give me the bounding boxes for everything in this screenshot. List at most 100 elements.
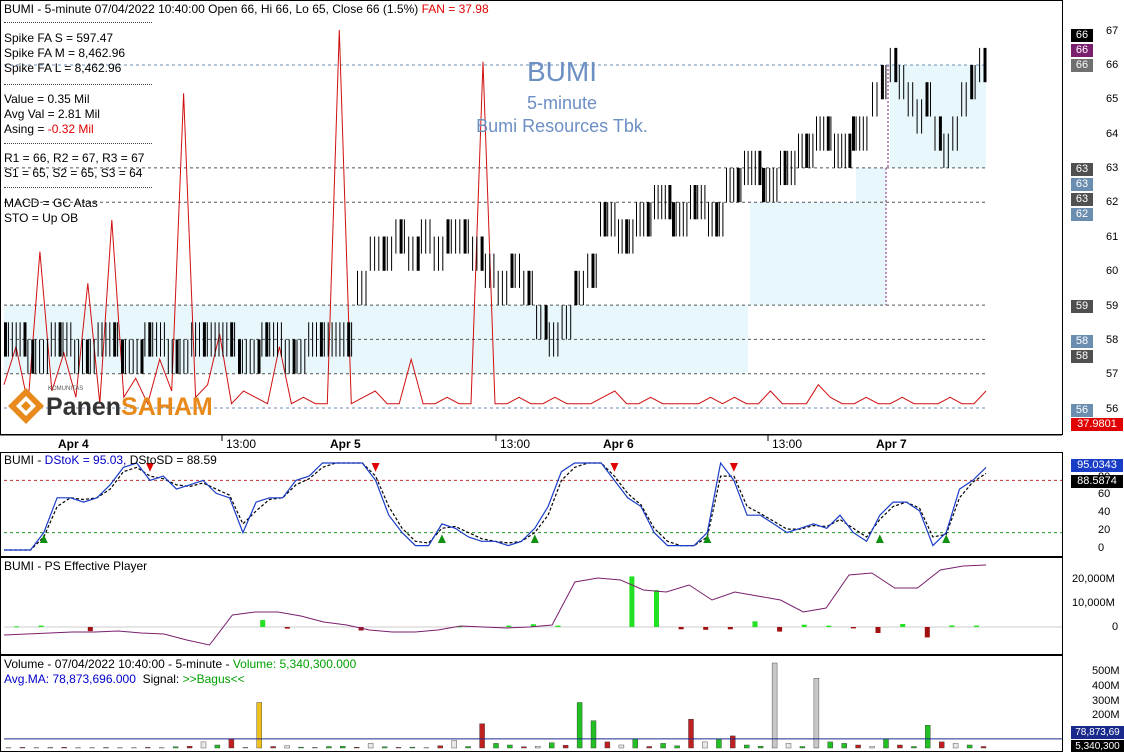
price-bar <box>202 322 206 357</box>
ps-bar <box>87 627 93 632</box>
logo-small-text: KOMUNITAS <box>48 386 84 392</box>
ps-bar <box>530 624 536 627</box>
price-bar <box>284 339 286 374</box>
price-bar <box>790 150 792 186</box>
ps-tick: 0 <box>1112 621 1119 633</box>
price-bar <box>43 339 44 374</box>
price-badge: 63 <box>1071 178 1093 191</box>
price-bar <box>234 322 236 357</box>
price-bar <box>463 219 467 254</box>
price-bar <box>46 339 48 374</box>
panensaham-logo: KOMUNITAS PanenSAHAM <box>6 386 218 426</box>
stoch-tick: 60 <box>1098 488 1111 500</box>
price-bar <box>889 47 891 83</box>
sell-arrow-icon <box>729 463 738 472</box>
price-bar <box>156 322 158 357</box>
ps-bar <box>801 624 807 627</box>
price-bar <box>382 236 386 271</box>
price-bar <box>708 202 709 237</box>
spike-m: Spike FA M = 8,462.96 <box>4 46 126 60</box>
price-bar <box>536 305 538 340</box>
price-bar <box>218 322 220 357</box>
price-tick: 57 <box>1106 368 1119 380</box>
price-bar <box>121 339 124 374</box>
price-bar <box>654 185 655 220</box>
volume-bar <box>103 747 109 749</box>
price-bar <box>733 167 735 203</box>
price-bar <box>323 322 325 357</box>
volume-bar <box>326 746 332 749</box>
price-bar <box>425 219 427 254</box>
price-bar <box>331 322 333 357</box>
price-bar <box>191 322 193 357</box>
price-bar <box>70 322 72 357</box>
price-tick: 67 <box>1106 25 1119 37</box>
price-bar <box>365 270 367 306</box>
price-bar <box>872 82 873 117</box>
chart-header: BUMI - 5-minute 07/04/2022 10:40:00 Open… <box>4 2 489 17</box>
price-bar <box>841 133 843 168</box>
price-bar <box>442 236 444 271</box>
fan-value: FAN = 37.98 <box>421 2 489 16</box>
ps-line <box>3 564 987 646</box>
price-bar <box>830 116 832 151</box>
volume-bar <box>897 744 903 749</box>
price-bar <box>801 133 803 168</box>
ps-title: BUMI - PS Effective Player <box>4 559 148 573</box>
price-badge: 63 <box>1071 193 1093 206</box>
volume-bar <box>771 662 778 749</box>
volume-bar <box>479 723 485 749</box>
price-bar <box>679 202 681 237</box>
volume-bar <box>952 743 959 749</box>
price-bar <box>570 305 572 340</box>
price-bar <box>754 150 756 186</box>
price-bar <box>956 116 958 151</box>
stoch-title: BUMI - DStoK = 95.03, DStoSD = 88.59 <box>4 453 217 468</box>
price-bar <box>664 185 666 220</box>
stoch-panel-frame <box>0 452 1063 557</box>
price-bar <box>876 82 878 117</box>
stoch-k-badge: 95.0343 <box>1071 459 1123 472</box>
price-bar <box>361 270 363 306</box>
price-bar <box>265 322 269 357</box>
logo-text-saham: SAHAM <box>121 393 213 421</box>
pivot-s: S1 = 65, S2 = 65, S3 = 64 <box>4 166 143 180</box>
price-bar <box>510 253 514 288</box>
volume-bar <box>646 746 652 749</box>
price-bar <box>339 322 341 357</box>
price-badge: 66 <box>1071 29 1093 42</box>
volume-bar <box>451 740 457 749</box>
volume-bar <box>911 746 917 749</box>
volume-bar <box>521 746 527 749</box>
price-bar <box>862 116 864 151</box>
sto-text: STO = Up OB <box>4 211 79 225</box>
volume-vol-badge: 5,340,300 <box>1071 740 1124 752</box>
logo-text-panen: Panen <box>46 393 122 421</box>
volume-bar <box>604 741 611 749</box>
ps-bar <box>752 621 758 628</box>
volume-bar <box>883 738 889 749</box>
ps-bar <box>777 627 783 632</box>
ps-bar <box>555 625 561 627</box>
volume-bar <box>744 744 750 749</box>
price-bar <box>472 236 474 271</box>
price-bar <box>117 322 119 357</box>
price-tick: 62 <box>1106 196 1119 208</box>
price-bar <box>903 65 905 100</box>
price-bar <box>391 236 393 271</box>
ps-bar <box>678 627 684 630</box>
price-bar <box>650 202 652 237</box>
volume-bar <box>716 738 722 749</box>
price-bar <box>628 219 630 254</box>
sell-arrow-icon <box>371 463 380 472</box>
price-bar <box>844 133 846 168</box>
price-bar <box>965 82 967 117</box>
price-bar <box>938 116 942 151</box>
support-zone <box>856 167 886 203</box>
volume-bar <box>869 746 875 749</box>
sell-arrow-icon <box>610 463 619 472</box>
price-bar <box>979 47 981 83</box>
volume-bar <box>19 747 26 749</box>
price-bar <box>89 339 91 374</box>
price-bar <box>455 219 457 254</box>
